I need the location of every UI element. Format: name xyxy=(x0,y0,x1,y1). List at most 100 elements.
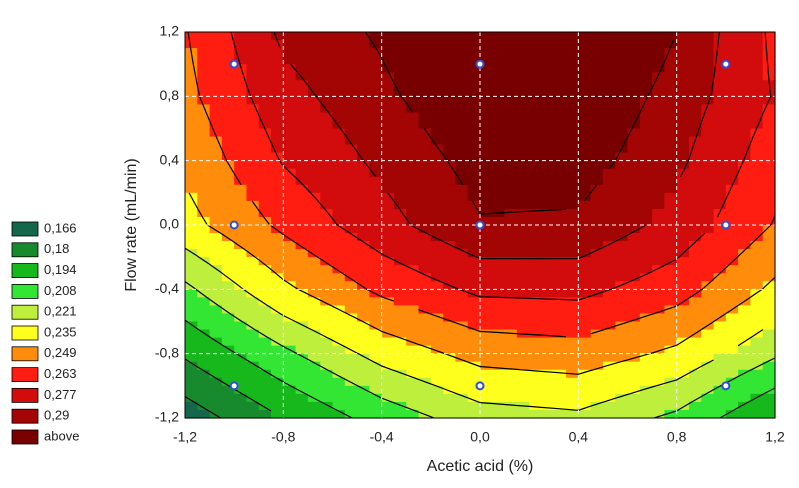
contour-cell xyxy=(258,345,272,355)
contour-cell xyxy=(234,321,248,331)
contour-cell xyxy=(688,128,702,138)
contour-cell xyxy=(713,152,727,162)
design-point xyxy=(721,220,731,230)
contour-cell xyxy=(627,281,641,290)
contour-cell xyxy=(688,184,702,194)
contour-cell xyxy=(467,369,481,379)
y-tick-label: 0,0 xyxy=(160,216,180,232)
contour-cell xyxy=(639,32,653,41)
contour-cell xyxy=(271,313,284,323)
contour-cell xyxy=(320,120,334,130)
contour-cell xyxy=(197,48,211,57)
contour-cell xyxy=(430,225,444,234)
contour-cell xyxy=(639,208,653,218)
contour-cell xyxy=(652,32,665,41)
contour-cell xyxy=(664,128,678,138)
contour-cell xyxy=(664,353,678,363)
contour-cell xyxy=(234,361,248,371)
contour-cell xyxy=(762,289,776,298)
contour-cell xyxy=(406,112,420,122)
contour-cell xyxy=(652,337,665,347)
contour-cell xyxy=(639,64,653,73)
contour-cell xyxy=(504,225,518,234)
contour-cell xyxy=(738,241,752,250)
contour-cell xyxy=(725,337,739,347)
contour-cell xyxy=(393,377,407,387)
contour-cell xyxy=(713,40,727,49)
contour-cell xyxy=(467,337,481,347)
contour-cell xyxy=(701,385,715,395)
contour-cell xyxy=(332,329,346,339)
contour-cell xyxy=(197,353,211,363)
contour-cell xyxy=(320,265,334,274)
contour-cell xyxy=(406,200,420,210)
contour-cell xyxy=(418,200,432,210)
contour-cell xyxy=(578,56,592,65)
contour-cell xyxy=(332,168,346,178)
contour-cell xyxy=(602,369,616,379)
contour-cell xyxy=(529,216,543,226)
contour-cell xyxy=(320,128,334,138)
contour-cell xyxy=(480,216,493,226)
contour-cell xyxy=(553,233,567,242)
contour-cell xyxy=(295,216,309,226)
contour-cell xyxy=(234,281,248,290)
contour-cell xyxy=(246,184,260,194)
contour-cell xyxy=(566,233,579,242)
contour-cell xyxy=(209,152,223,162)
contour-cell xyxy=(652,120,665,130)
contour-cell xyxy=(516,48,530,57)
contour-cell xyxy=(676,401,690,411)
contour-cell xyxy=(516,233,530,242)
contour-cell xyxy=(615,120,629,130)
contour-cell xyxy=(688,152,702,162)
contour-cell xyxy=(197,241,211,250)
contour-cell xyxy=(553,88,567,97)
contour-cell xyxy=(393,96,407,105)
contour-cell xyxy=(393,337,407,347)
contour-cell xyxy=(492,144,506,154)
contour-cell xyxy=(762,297,776,307)
contour-cell xyxy=(566,200,579,210)
contour-cell xyxy=(393,152,407,162)
contour-cell xyxy=(664,369,678,379)
contour-cell xyxy=(480,152,493,162)
contour-cell xyxy=(652,88,665,97)
contour-cell xyxy=(344,329,358,339)
contour-cell xyxy=(332,249,346,258)
contour-cell xyxy=(418,80,432,89)
contour-cell xyxy=(295,48,309,57)
contour-cell xyxy=(467,136,481,146)
contour-cell xyxy=(762,353,776,363)
contour-cell xyxy=(234,216,248,226)
contour-cell xyxy=(221,377,235,387)
contour-cell xyxy=(688,208,702,218)
contour-cell xyxy=(639,289,653,298)
contour-cell xyxy=(762,281,776,290)
contour-cell xyxy=(701,216,715,226)
contour-cell xyxy=(320,168,334,178)
contour-cell xyxy=(553,192,567,202)
contour-cell xyxy=(221,265,235,274)
contour-cell xyxy=(221,64,235,73)
contour-cell xyxy=(344,401,358,411)
contour-cell xyxy=(467,289,481,298)
contour-cell xyxy=(320,40,334,49)
contour-cell xyxy=(258,401,272,411)
contour-cell xyxy=(664,112,678,122)
contour-cell xyxy=(639,273,653,282)
contour-cell xyxy=(246,48,260,57)
contour-cell xyxy=(480,305,493,315)
contour-cell xyxy=(480,56,493,65)
contour-cell xyxy=(725,152,739,162)
contour-cell xyxy=(332,297,346,307)
contour-cell xyxy=(553,128,567,138)
contour-cell xyxy=(246,32,260,41)
contour-cell xyxy=(381,409,395,419)
contour-cell xyxy=(701,184,715,194)
contour-cell xyxy=(344,289,358,298)
contour-cell xyxy=(283,241,297,250)
contour-cell xyxy=(430,305,444,315)
contour-cell xyxy=(627,289,641,298)
contour-cell xyxy=(283,40,297,49)
